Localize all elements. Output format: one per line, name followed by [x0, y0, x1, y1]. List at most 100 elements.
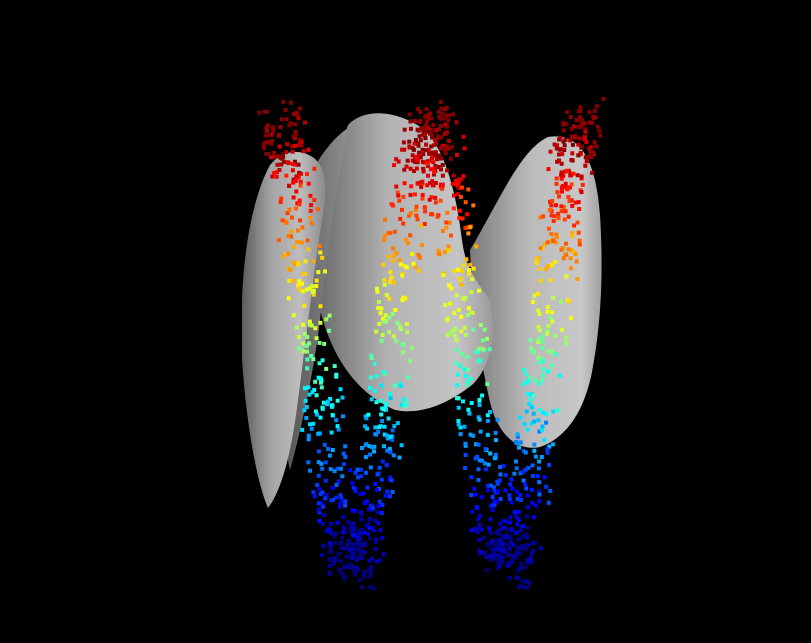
- data-point: [301, 272, 306, 276]
- data-point: [477, 548, 482, 553]
- data-point: [399, 402, 404, 407]
- data-point: [458, 194, 463, 199]
- data-point: [279, 162, 284, 167]
- data-point: [370, 445, 375, 450]
- data-point: [501, 463, 506, 468]
- data-point: [372, 361, 377, 366]
- data-point: [350, 564, 355, 569]
- data-point: [288, 267, 293, 272]
- data-point: [433, 164, 438, 169]
- data-point: [514, 466, 519, 471]
- data-point: [298, 218, 303, 223]
- data-point: [362, 530, 367, 535]
- data-point: [567, 199, 572, 204]
- data-point: [541, 214, 546, 219]
- data-point: [357, 578, 362, 583]
- data-point: [369, 353, 374, 358]
- data-point: [360, 585, 365, 590]
- data-point: [531, 393, 536, 398]
- data-point: [381, 262, 386, 267]
- surface-lobe-left: [242, 151, 326, 509]
- data-point: [569, 182, 574, 187]
- data-point: [565, 110, 570, 115]
- data-point: [476, 358, 481, 363]
- data-point: [388, 279, 393, 284]
- data-point: [418, 109, 423, 114]
- data-point: [519, 562, 524, 567]
- data-point: [534, 256, 539, 261]
- data-point: [417, 134, 422, 139]
- data-point: [530, 463, 535, 468]
- data-point: [538, 546, 543, 551]
- data-point: [367, 526, 372, 530]
- data-point: [298, 179, 303, 184]
- data-point: [483, 447, 488, 451]
- data-point: [450, 181, 455, 186]
- data-point: [368, 565, 373, 570]
- data-point: [597, 129, 602, 134]
- data-point: [316, 449, 321, 454]
- data-point: [383, 404, 388, 409]
- data-point: [551, 295, 556, 300]
- data-point: [272, 150, 276, 155]
- data-point: [594, 144, 599, 149]
- data-point: [509, 528, 514, 533]
- data-point: [554, 232, 559, 237]
- data-point: [441, 146, 446, 151]
- data-point: [408, 211, 413, 216]
- data-point: [516, 576, 521, 581]
- data-point: [498, 472, 503, 477]
- data-point: [469, 475, 474, 480]
- data-point: [501, 534, 506, 539]
- data-point: [327, 564, 332, 569]
- data-point: [380, 419, 385, 423]
- data-point: [355, 547, 360, 552]
- data-point: [296, 175, 301, 180]
- data-point: [373, 482, 378, 486]
- data-point: [467, 268, 472, 273]
- data-point: [518, 551, 523, 556]
- data-point: [426, 173, 430, 178]
- data-point: [303, 398, 308, 403]
- data-point: [391, 334, 396, 339]
- data-point: [440, 111, 445, 116]
- data-point: [342, 462, 346, 467]
- data-point: [588, 149, 593, 154]
- data-point: [548, 149, 553, 154]
- data-point: [286, 251, 291, 256]
- data-point: [364, 524, 369, 529]
- data-point: [388, 396, 393, 401]
- data-point: [515, 434, 520, 439]
- data-point: [501, 525, 506, 530]
- data-point: [369, 585, 373, 589]
- data-point: [571, 124, 576, 129]
- data-point: [466, 407, 471, 412]
- data-point: [479, 550, 484, 555]
- data-point: [472, 526, 477, 531]
- data-point: [351, 521, 356, 526]
- data-point: [523, 482, 528, 487]
- data-point: [399, 384, 404, 389]
- data-point: [420, 159, 425, 164]
- data-point: [317, 243, 322, 248]
- data-point: [420, 193, 425, 197]
- data-point: [532, 350, 537, 354]
- data-point: [352, 527, 357, 532]
- data-point: [311, 259, 316, 264]
- data-point: [456, 405, 461, 410]
- data-point: [568, 115, 573, 119]
- data-point: [492, 487, 497, 492]
- data-point: [430, 150, 435, 155]
- data-point: [369, 397, 374, 402]
- data-point: [301, 149, 306, 154]
- data-point: [413, 119, 418, 123]
- data-point: [424, 107, 429, 111]
- data-point: [418, 138, 423, 143]
- data-point: [579, 174, 584, 179]
- data-point: [263, 133, 268, 138]
- data-point: [508, 535, 513, 540]
- data-point: [270, 138, 275, 143]
- data-point: [532, 293, 537, 298]
